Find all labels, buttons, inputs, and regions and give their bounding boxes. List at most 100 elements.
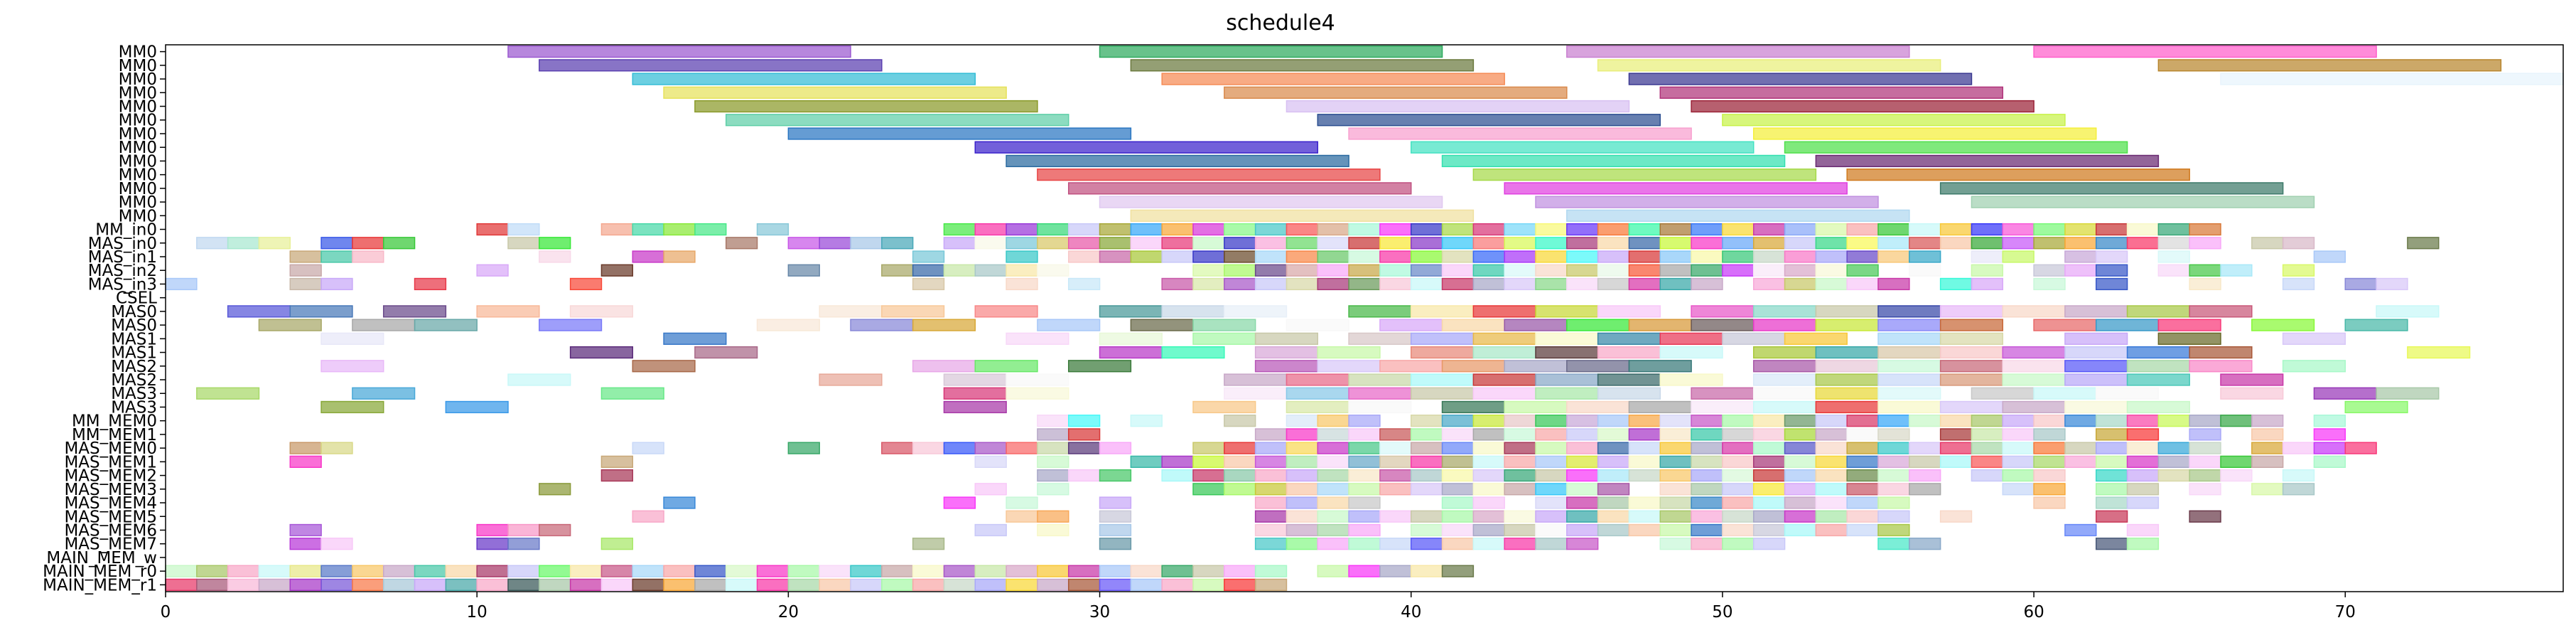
task-bar (1472, 510, 1505, 523)
task-bar (1566, 538, 1599, 550)
task-bar (2189, 455, 2221, 468)
task-bar (289, 523, 322, 537)
task-bar (2157, 332, 2221, 345)
x-tick-label: 40 (1401, 603, 1421, 622)
task-bar (912, 264, 945, 277)
task-bar (1037, 442, 1069, 454)
task-bar (2002, 483, 2035, 496)
task-bar (1535, 455, 1568, 468)
task-bar (632, 360, 696, 373)
task-bar (1130, 237, 1163, 250)
task-bar (569, 346, 634, 359)
task-bar (1379, 442, 1412, 454)
task-bar (2033, 455, 2066, 468)
task-bar (1441, 538, 1475, 550)
task-bar (1472, 483, 1505, 496)
task-bar (1691, 483, 1723, 496)
task-bar (1722, 332, 1786, 345)
task-bar (1410, 277, 1443, 291)
task-bar (1472, 455, 1505, 468)
task-bar (1317, 277, 1349, 291)
task-bar (1815, 264, 1848, 277)
task-bar (2313, 455, 2346, 468)
task-bar (1099, 578, 1132, 592)
task-bar (1472, 469, 1505, 482)
task-bar (1752, 373, 1817, 386)
task-bar (1286, 455, 1319, 468)
task-bar (1691, 264, 1723, 277)
task-bar (1659, 277, 1692, 291)
task-bar (1752, 346, 1817, 359)
task-bar (1722, 538, 1755, 550)
task-bar (787, 264, 820, 277)
task-bar (1099, 196, 1443, 208)
task-bar (1317, 223, 1349, 236)
task-bar (2157, 469, 2190, 482)
task-bar (382, 305, 447, 318)
task-bar (1691, 442, 1723, 454)
task-bar (694, 223, 727, 236)
task-bar (1566, 45, 1910, 58)
task-bar (2033, 237, 2066, 250)
task-bar (2095, 510, 2128, 523)
task-bar (1254, 250, 1288, 263)
task-bar (2064, 455, 2097, 468)
task-bar (1628, 250, 1661, 263)
task-bar (1628, 277, 1661, 291)
task-bar (600, 578, 634, 592)
task-bar (258, 319, 322, 331)
task-bar (1067, 578, 1101, 592)
task-bar (1535, 428, 1568, 441)
y-tick-label: MM0 (119, 112, 157, 130)
task-bar (1597, 442, 1630, 454)
plot-frame (165, 44, 2564, 592)
task-bar (2064, 250, 2097, 263)
task-bar (2033, 223, 2066, 236)
task-bar (1877, 250, 1910, 263)
task-bar (943, 496, 976, 509)
task-bar (1784, 264, 1817, 277)
task-bar (2157, 223, 2190, 236)
task-bar (2064, 223, 2097, 236)
task-bar (507, 45, 851, 58)
y-tick-label: MAS_MEM2 (64, 467, 157, 486)
task-bar (2002, 250, 2035, 263)
task-bar (1472, 264, 1505, 277)
task-bar (2251, 319, 2315, 331)
task-bar (1286, 319, 1349, 331)
task-bar (352, 387, 416, 400)
task-bar (1348, 373, 1412, 386)
task-bar (694, 346, 758, 359)
task-bar (1597, 510, 1630, 523)
task-bar (912, 565, 945, 577)
task-bar (1286, 400, 1349, 414)
task-bar (258, 237, 291, 250)
task-bar (539, 319, 603, 331)
task-bar (320, 250, 353, 263)
task-bar (320, 237, 353, 250)
task-bar (1348, 469, 1381, 482)
task-bar (881, 578, 914, 592)
task-bar (974, 578, 1007, 592)
task-bar (1628, 360, 1692, 373)
task-bar (1815, 428, 1848, 441)
task-bar (2189, 346, 2253, 359)
task-bar (725, 114, 1069, 127)
task-bar (1067, 565, 1101, 577)
task-bar (2282, 237, 2315, 250)
task-bar (1317, 565, 1349, 577)
task-bar (1535, 483, 1568, 496)
task-bar (2095, 428, 2128, 441)
task-bar (2033, 277, 2066, 291)
task-bar (1254, 565, 1288, 577)
task-bar (1597, 305, 1661, 318)
task-bar (1286, 442, 1319, 454)
task-bar (1752, 442, 1786, 454)
task-bar (1130, 565, 1163, 577)
task-bar (943, 442, 976, 454)
task-bar (1441, 565, 1475, 577)
task-bar (165, 565, 198, 577)
task-bar (600, 264, 634, 277)
task-bar (352, 250, 384, 263)
task-bar (1971, 250, 2004, 263)
